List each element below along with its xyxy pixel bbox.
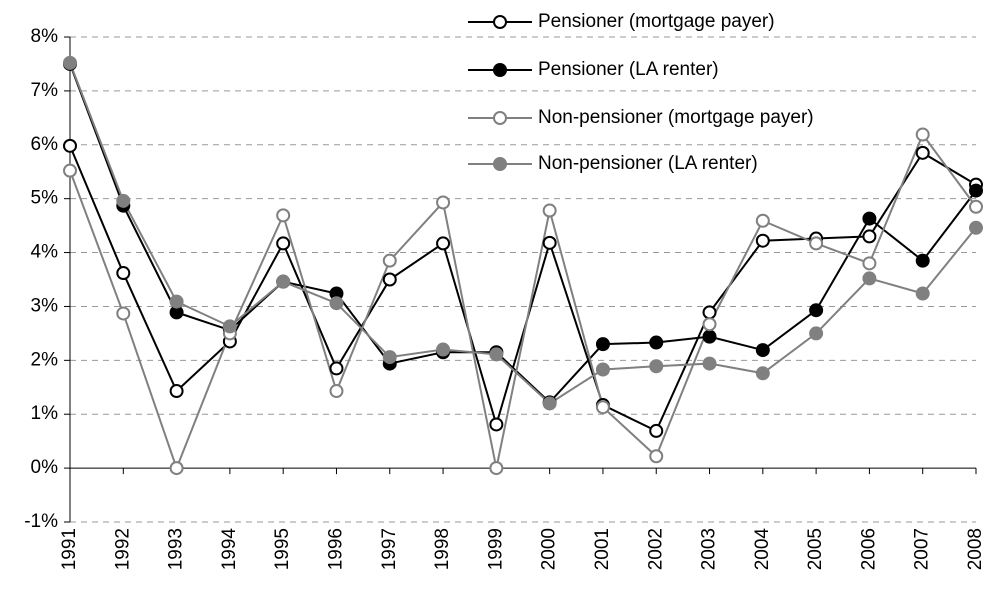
y-tick-label: 8%: [31, 26, 59, 47]
data-point: [862, 271, 877, 286]
data-point: [329, 361, 344, 376]
data-point: [755, 343, 770, 358]
series-line: [69, 62, 977, 405]
data-point: [116, 193, 131, 208]
data-point: [755, 233, 770, 248]
data-point: [542, 235, 557, 250]
series-line: [69, 145, 977, 433]
x-tick-label: 1995: [272, 528, 293, 570]
legend-label: Non-pensioner (LA renter): [538, 153, 758, 174]
x-tick-label: 2008: [965, 528, 986, 570]
data-point: [702, 317, 717, 332]
series-line: [69, 63, 977, 404]
data-point: [329, 384, 344, 399]
series-line: [69, 132, 977, 471]
data-point: [915, 145, 930, 160]
data-point: [969, 183, 983, 198]
data-point: [116, 266, 131, 281]
x-tick-label: 2000: [539, 528, 560, 570]
data-point: [649, 423, 664, 438]
data-point: [649, 359, 664, 374]
y-tick-label: 6%: [31, 134, 59, 155]
data-point: [862, 211, 877, 226]
data-point: [169, 294, 184, 309]
y-tick-label: 3%: [31, 295, 59, 316]
x-tick-label: 2003: [699, 528, 720, 570]
legend-marker: [493, 157, 507, 171]
x-tick-label: 2004: [752, 528, 773, 571]
x-tick-label: 2005: [805, 528, 826, 570]
data-point: [809, 326, 824, 341]
x-tick-label: 1999: [485, 528, 506, 570]
data-point: [542, 203, 557, 218]
y-tick-label: 1%: [31, 403, 59, 424]
data-point: [862, 256, 877, 271]
x-tick-label: 1992: [112, 528, 133, 570]
x-tick-label: 1996: [325, 528, 346, 570]
legend-label: Pensioner (mortgage payer): [538, 11, 775, 32]
data-point: [63, 138, 77, 153]
data-point: [969, 199, 983, 214]
data-point: [755, 213, 770, 228]
data-point: [915, 253, 930, 268]
data-point: [382, 272, 397, 287]
x-tick-label: 2002: [645, 528, 666, 570]
legend-label: Non-pensioner (mortgage payer): [538, 107, 814, 128]
data-point: [755, 366, 770, 381]
data-point: [649, 335, 664, 350]
data-point: [969, 220, 983, 235]
data-point: [63, 55, 77, 70]
data-point: [542, 396, 557, 411]
data-point: [329, 296, 344, 311]
x-tick-label: 1997: [379, 528, 400, 570]
data-point: [276, 208, 291, 223]
y-tick-label: 7%: [31, 80, 59, 101]
data-point: [702, 356, 717, 371]
data-point: [489, 347, 504, 362]
y-tick-label: 0%: [31, 457, 59, 478]
data-point: [436, 342, 451, 357]
legend-marker: [493, 63, 507, 77]
data-point: [436, 195, 451, 210]
legend-marker: [493, 111, 507, 125]
data-point: [702, 305, 717, 320]
data-point: [116, 306, 131, 321]
legend-label: Pensioner (LA renter): [538, 59, 719, 80]
data-point: [649, 449, 664, 464]
data-point: [382, 350, 397, 365]
data-point: [276, 236, 291, 251]
x-tick-label: 1998: [432, 528, 453, 570]
data-point: [809, 303, 824, 318]
data-point: [169, 461, 184, 476]
data-point: [382, 253, 397, 268]
data-point: [436, 236, 451, 251]
y-tick-label: 2%: [31, 349, 59, 370]
y-tick-label: -1%: [24, 511, 58, 532]
data-point: [862, 229, 877, 244]
data-point: [915, 286, 930, 301]
data-point: [222, 319, 237, 334]
x-tick-label: 2007: [912, 528, 933, 570]
data-point: [169, 384, 184, 399]
x-tick-label: 1993: [166, 528, 187, 570]
data-point: [702, 329, 717, 344]
x-tick-label: 1994: [219, 528, 240, 571]
data-point: [595, 337, 610, 352]
x-tick-label: 1991: [59, 528, 80, 570]
x-tick-label: 2001: [592, 528, 613, 570]
data-point: [915, 127, 930, 142]
data-point: [63, 163, 77, 178]
data-point: [489, 461, 504, 476]
data-point: [276, 274, 291, 289]
data-point: [595, 400, 610, 415]
y-tick-label: 4%: [31, 242, 59, 263]
data-point: [489, 417, 504, 432]
x-tick-label: 2006: [858, 528, 879, 570]
y-tick-label: 5%: [31, 188, 59, 209]
data-point: [809, 236, 824, 251]
data-point: [595, 362, 610, 377]
legend-marker: [493, 15, 507, 29]
